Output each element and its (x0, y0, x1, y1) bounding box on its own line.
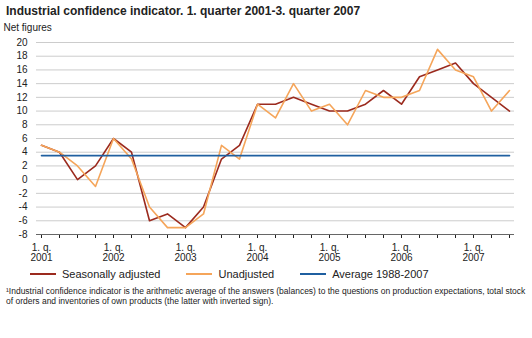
svg-text:4: 4 (22, 146, 28, 157)
svg-text:1. q.2001: 1. q.2001 (30, 242, 53, 263)
svg-text:2: 2 (22, 160, 28, 171)
svg-text:1. q.2007: 1. q.2007 (462, 242, 485, 263)
svg-text:0: 0 (22, 174, 28, 185)
svg-text:8: 8 (22, 119, 28, 130)
svg-text:1. q.2004: 1. q.2004 (246, 242, 269, 263)
svg-text:-4: -4 (19, 201, 28, 212)
svg-text:20: 20 (16, 37, 28, 48)
svg-text:18: 18 (16, 50, 28, 61)
svg-text:6: 6 (22, 133, 28, 144)
svg-text:1. q.2003: 1. q.2003 (174, 242, 197, 263)
html-text:Average 1988-2007: Average 1988-2007 (332, 268, 429, 280)
svg-text:-8: -8 (19, 229, 28, 240)
html-text:Unadjusted: Unadjusted (218, 268, 275, 280)
svg-text:14: 14 (16, 78, 28, 89)
svg-text:12: 12 (16, 92, 28, 103)
svg-text:1. q.2006: 1. q.2006 (390, 242, 413, 263)
html-text:¹Industrial confidence indicat: ¹Industrial confidence indicator is the … (6, 286, 526, 306)
svg-text:1. q.2002: 1. q.2002 (102, 242, 125, 263)
svg-text:1. q.2005: 1. q.2005 (318, 242, 341, 263)
html-text:Seasonally adjusted: Seasonally adjusted (62, 268, 161, 280)
html-text:Industrial confidence indicato: Industrial confidence indicator. 1. quar… (6, 4, 361, 18)
svg-text:16: 16 (16, 64, 28, 75)
svg-text:Net figures: Net figures (4, 22, 52, 33)
svg-text:10: 10 (16, 105, 28, 116)
svg-text:-2: -2 (19, 188, 28, 199)
svg-text:-6: -6 (19, 215, 28, 226)
